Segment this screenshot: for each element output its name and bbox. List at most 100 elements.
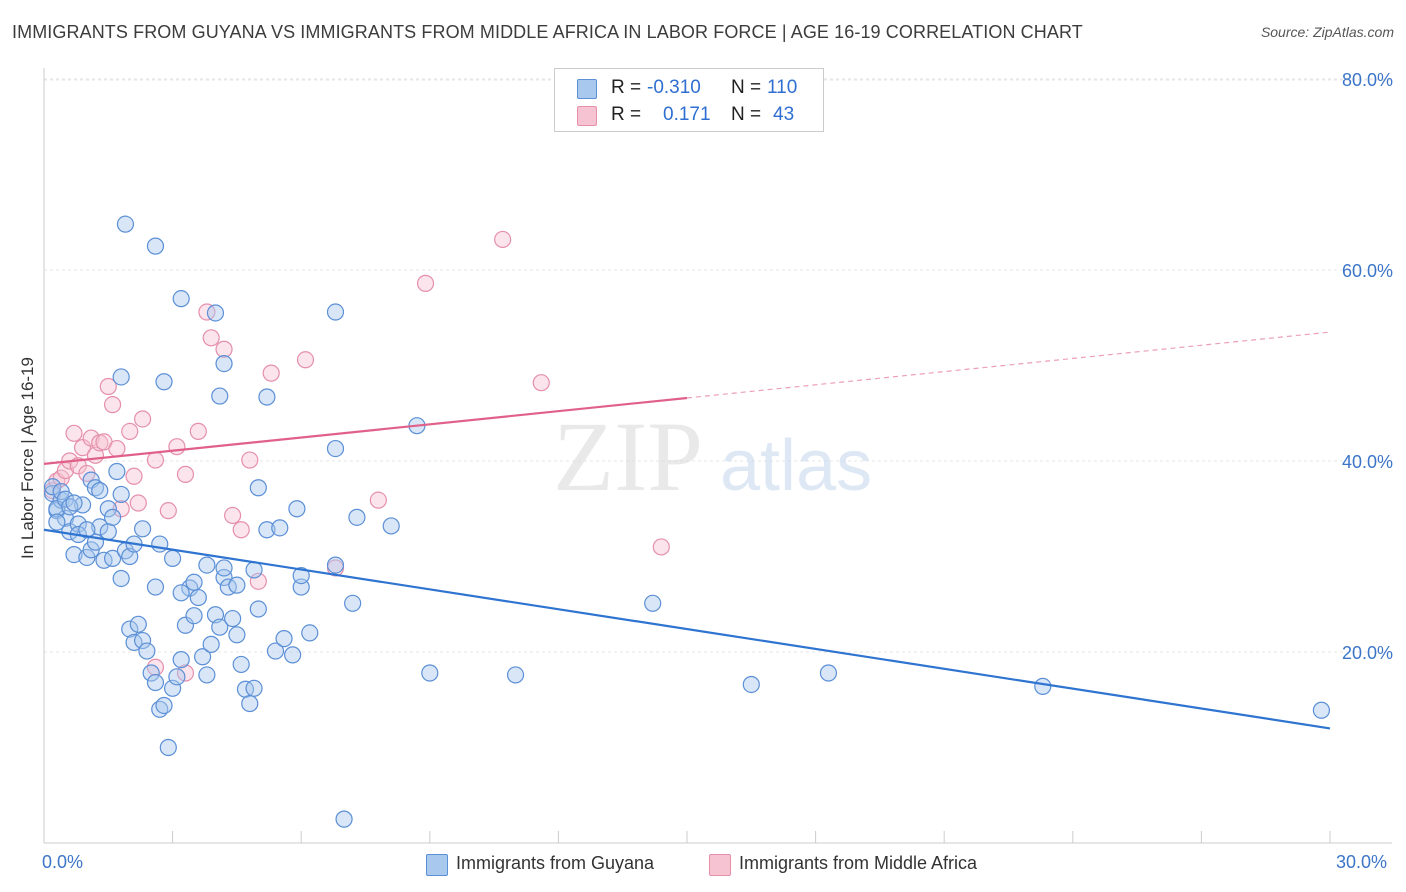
- guyana-point: [1312, 701, 1331, 719]
- guyana-point: [91, 482, 109, 500]
- guyana-point: [211, 387, 229, 405]
- guyana-point: [275, 630, 293, 648]
- guyana-point: [245, 679, 263, 697]
- guyana-point: [258, 521, 276, 539]
- middle-africa-point: [296, 351, 315, 369]
- guyana-point: [258, 388, 276, 406]
- guyana-point: [326, 439, 345, 458]
- guyana-point: [644, 594, 662, 612]
- middle-africa-point: [202, 329, 220, 347]
- guyana-point: [198, 556, 216, 574]
- guyana-point: [215, 568, 233, 587]
- guyana-point: [326, 303, 345, 321]
- guyana-point: [288, 500, 306, 518]
- guyana-point: [112, 368, 130, 386]
- guyana-point: [215, 559, 233, 577]
- guyana-point: [108, 462, 126, 481]
- guyana-point: [133, 520, 152, 538]
- guyana-point: [168, 668, 186, 686]
- middle-africa-point: [168, 438, 186, 456]
- guyana-point: [146, 237, 165, 255]
- middle-africa-point: [176, 664, 195, 682]
- middle-africa-point: [262, 364, 280, 382]
- guyana-point: [742, 675, 760, 694]
- y-tick-label: 40.0%: [1342, 452, 1393, 472]
- guyana-point: [185, 573, 203, 591]
- middle-africa-point: [108, 439, 126, 458]
- guyana-point: [133, 631, 152, 650]
- guyana-point: [176, 616, 195, 634]
- guyana-point: [1034, 677, 1052, 695]
- middle-africa-point: [103, 396, 122, 414]
- stats-r-label: R =: [611, 77, 642, 98]
- guyana-point: [819, 664, 838, 682]
- guyana-point: [121, 620, 139, 638]
- guyana-point: [48, 513, 66, 531]
- middle-africa-point: [176, 465, 195, 483]
- middle-africa-point: [82, 429, 100, 447]
- axes: [43, 68, 1392, 844]
- guyana-point: [506, 666, 525, 684]
- middle-africa-point: [159, 502, 177, 520]
- guyana-point: [103, 508, 122, 526]
- legend-label-guyana: Immigrants from Guyana: [456, 853, 655, 873]
- watermark-zip: ZIP: [553, 401, 703, 512]
- stats-n-value: 43: [773, 104, 795, 125]
- guyana-point: [155, 373, 173, 391]
- guyana-point: [99, 500, 117, 518]
- guyana-point: [215, 354, 233, 373]
- guyana-point: [228, 626, 246, 644]
- guyana-point: [103, 549, 122, 568]
- guyana-point: [185, 607, 203, 625]
- guyana-point: [249, 600, 267, 618]
- guyana-point: [271, 519, 289, 537]
- middle-africa-point: [232, 521, 250, 539]
- middle-africa-point: [133, 410, 152, 428]
- guyana-point: [65, 545, 83, 564]
- guyana-point: [142, 664, 160, 682]
- middle-africa-point: [198, 303, 216, 321]
- guyana-point: [284, 646, 302, 664]
- guyana-point: [146, 578, 165, 596]
- stats-box: R = -0.310 N = 110 R = 0.171 N = 43: [554, 68, 824, 132]
- middle-africa-trend-line-dashed: [686, 331, 1331, 399]
- guyana-point: [189, 588, 207, 607]
- middle-africa-point: [369, 491, 387, 509]
- guyana-point: [245, 561, 263, 579]
- stats-r-label: R =: [611, 104, 642, 125]
- y-tick-label: 20.0%: [1342, 643, 1393, 663]
- middle-africa-point: [224, 506, 242, 525]
- guyana-point: [172, 290, 190, 308]
- stats-swatch-guyana: [577, 79, 597, 99]
- legend-swatch-guyana: [426, 854, 448, 876]
- y-tick-label: 80.0%: [1342, 70, 1393, 90]
- guyana-point: [198, 666, 216, 684]
- guyana-point: [164, 549, 182, 568]
- x-tick-label-min: 0.0%: [42, 852, 84, 872]
- watermark-atlas: atlas: [720, 426, 872, 506]
- guyana-point: [206, 304, 225, 322]
- middle-africa-point: [125, 467, 143, 485]
- middle-africa-point: [121, 422, 139, 440]
- middle-africa-point: [532, 374, 550, 392]
- stats-swatch-middle-africa: [577, 106, 597, 126]
- middle-africa-point: [416, 274, 435, 292]
- guyana-point: [232, 655, 250, 674]
- guyana-point: [112, 569, 130, 588]
- guyana-point: [202, 635, 220, 653]
- stats-n-label: N =: [731, 104, 762, 125]
- guyana-trend-line-solid: [43, 528, 1331, 730]
- guyana-point: [382, 517, 400, 535]
- guyana-point: [78, 521, 96, 539]
- guyana-point: [43, 478, 62, 496]
- legend-swatch-middle-africa: [709, 854, 731, 876]
- guyana-point: [138, 642, 156, 660]
- guyana-point: [159, 738, 177, 757]
- middle-africa-point: [215, 340, 233, 358]
- middle-africa-point: [241, 451, 259, 469]
- x-tick-label-max: 30.0%: [1336, 852, 1388, 872]
- guyana-point: [344, 594, 362, 612]
- guyana-point: [172, 651, 190, 669]
- source-label: Source: ZipAtlas.com: [1260, 24, 1394, 40]
